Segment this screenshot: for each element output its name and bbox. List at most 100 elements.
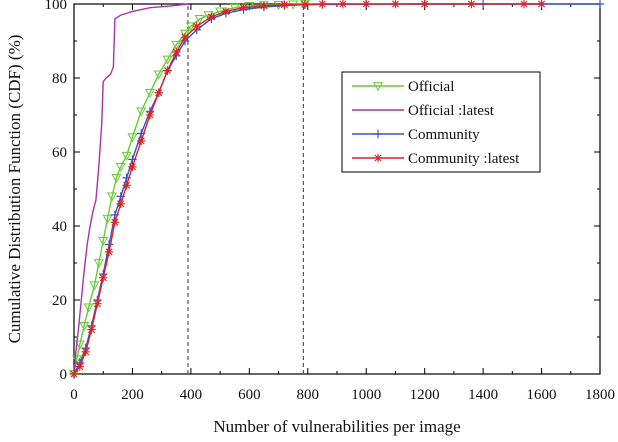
x-tick-label: 800 (297, 387, 320, 403)
data-point (595, 0, 605, 9)
tick-labels: 0 200 400 600 800 1000 1200 1400 1600 1800 0 20 40 60… (45, 0, 616, 403)
legend-marker (373, 153, 383, 163)
legend-label: Community (408, 127, 480, 143)
legend: Official Official :latest Community Communi… (341, 71, 541, 173)
data-point (106, 192, 118, 202)
x-axis-title: Number of vulnerabilities per image (213, 417, 460, 436)
data-point (93, 259, 104, 269)
data-point (467, 0, 476, 9)
legend-item: Community :latest (352, 151, 520, 167)
data-point (99, 273, 108, 282)
data-point (122, 181, 131, 190)
data-point (145, 110, 155, 120)
series-line (73, 3, 189, 375)
data-point (180, 33, 190, 42)
data-point (519, 0, 529, 9)
data-point (244, 1, 255, 12)
x-tick-label: 1800 (585, 387, 615, 403)
data-point (318, 0, 327, 9)
series-2 (73, 3, 189, 375)
data-point (192, 22, 201, 31)
data-point (102, 214, 113, 224)
series-3 (69, 0, 605, 379)
y-tick-label: 0 (60, 367, 68, 383)
x-tick-label: 1000 (351, 387, 381, 403)
data-point (136, 107, 147, 117)
data-point (81, 347, 90, 356)
x-tick-label: 400 (180, 387, 203, 403)
data-point (98, 236, 109, 247)
data-point (69, 369, 79, 379)
y-axis-title: Cumulative Distribution Function (CDF) (… (5, 35, 24, 344)
data-point (194, 14, 205, 25)
data-point (127, 133, 138, 143)
data-point (537, 0, 546, 9)
x-tick-label: 1600 (527, 387, 557, 403)
series-line (73, 3, 542, 375)
data-point (128, 162, 137, 171)
legend-label: Community :latest (408, 151, 520, 167)
data-point (87, 325, 96, 334)
legend-item: Community (352, 127, 480, 143)
data-point (338, 0, 348, 9)
y-tick-label: 40 (52, 219, 67, 235)
data-point (172, 47, 181, 57)
data-point (115, 162, 126, 173)
x-tick-label: 1400 (468, 387, 498, 403)
y-tick-label: 20 (52, 293, 67, 309)
data-point (104, 247, 114, 257)
series-layer (68, 0, 605, 380)
series-line (73, 3, 600, 375)
data-point (93, 299, 102, 308)
series-1 (68, 0, 310, 380)
series-4 (69, 0, 546, 379)
legend-label: Official :latest (408, 103, 495, 119)
x-tick-label: 600 (238, 387, 261, 403)
data-point (229, 3, 240, 13)
data-point (420, 0, 429, 9)
data-point (162, 55, 173, 65)
data-point (75, 362, 85, 371)
axis-ticks (73, 3, 601, 375)
data-point (163, 66, 172, 75)
data-point (74, 340, 85, 350)
x-tick-label: 0 (70, 387, 78, 403)
data-point (89, 281, 100, 291)
data-point (239, 3, 248, 12)
data-point (280, 0, 289, 9)
data-point (207, 12, 216, 22)
data-point (300, 0, 310, 9)
data-point (121, 151, 132, 161)
y-tick-label: 80 (52, 71, 67, 87)
data-point (154, 88, 163, 97)
data-point (79, 322, 90, 332)
x-tick-label: 1200 (410, 387, 440, 403)
data-point (116, 199, 125, 208)
x-tick-label: 200 (121, 387, 144, 403)
legend-item: Official (352, 79, 454, 95)
data-point (179, 29, 191, 39)
data-point (362, 0, 371, 9)
legend-marker (372, 82, 384, 92)
data-point (110, 218, 120, 227)
data-point (83, 303, 94, 313)
plot-frame (73, 3, 601, 375)
data-point (111, 174, 122, 184)
legend-item: Official :latest (352, 103, 495, 119)
y-tick-label: 60 (52, 145, 67, 161)
series-line (73, 3, 305, 375)
y-tick-label: 100 (45, 0, 68, 13)
data-point (153, 70, 164, 80)
data-point (391, 0, 400, 9)
legend-marker (373, 129, 383, 139)
data-point (137, 136, 146, 146)
plot-border (73, 3, 601, 375)
data-point (171, 40, 182, 50)
reference-lines (187, 4, 304, 374)
legend-label: Official (408, 79, 454, 95)
data-point (144, 88, 156, 99)
data-point (221, 7, 231, 16)
data-point (259, 1, 269, 11)
data-point (104, 240, 114, 249)
